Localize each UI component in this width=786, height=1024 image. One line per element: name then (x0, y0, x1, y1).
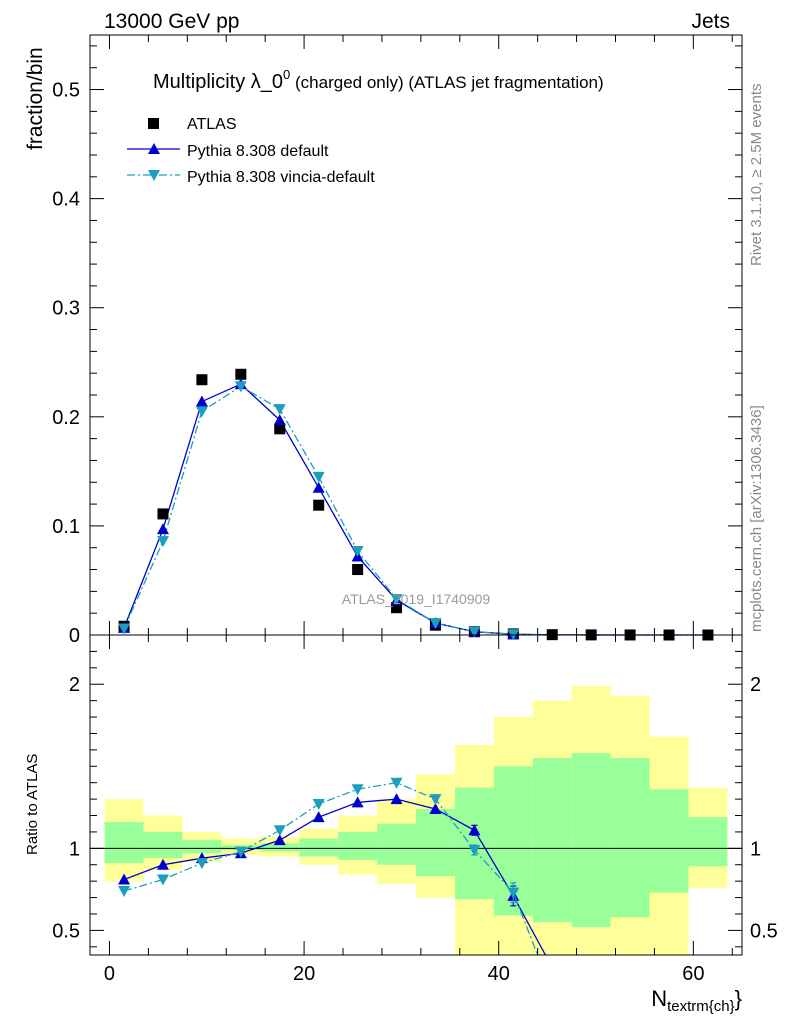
ratio-pythia-point (429, 802, 442, 814)
mcplots-side-label: mcplots.cern.ch [arXiv:1306.3436] (748, 405, 765, 632)
ratio-band-inner (571, 753, 611, 928)
ratio-plot-frame (89, 634, 743, 956)
ratio-band-inner (377, 823, 416, 865)
main-pythia-point (273, 414, 286, 426)
x-axis-label: Ntextrm{ch}} (651, 986, 742, 1015)
ratio-y-tick-label-right: 2 (750, 674, 761, 696)
ratio-pythia-point (156, 858, 169, 870)
rivet-side-label: Rivet 3.1.10, ≥ 2.5M events (748, 84, 765, 267)
main-y-tick-label: 0.1 (52, 516, 80, 538)
ratio-band-inner (610, 758, 650, 918)
ratio-pythia-point (468, 824, 481, 836)
ratio-band-inner (299, 838, 339, 857)
ratio-vincia-point (273, 825, 286, 837)
legend-pythia-label: Pythia 8.308 default (187, 143, 329, 160)
main-atlas-point (235, 368, 247, 380)
x-tick-label: 0 (104, 963, 115, 985)
legend-atlas-label: ATLAS (187, 116, 237, 133)
ratio-vincia-point (507, 887, 520, 899)
ratio-pythia-line (123, 798, 546, 956)
main-y-axis-label: fraction/bin (24, 47, 47, 150)
ratio-vincia-point (390, 777, 403, 789)
plot-title-main: Multiplicity λ_0 (153, 71, 283, 93)
ratio-vincia-point (312, 799, 325, 811)
plot-title-rest: (charged only) (ATLAS jet fragmentation) (290, 73, 603, 92)
main-y-tick-label: 0 (69, 625, 80, 647)
ratio-pythia-point (312, 811, 325, 823)
ratio-vincia-point (156, 874, 169, 886)
ratio-band-inner (649, 789, 689, 893)
main-vincia-point (390, 594, 403, 605)
main-atlas-point (352, 564, 364, 576)
main-vincia-point (429, 618, 442, 629)
ratio-pythia-point (273, 834, 286, 846)
ratio-band-inner (182, 840, 222, 854)
ratio-band-inner (104, 822, 144, 864)
main-pythia-point (312, 481, 325, 493)
x-tick-label: 40 (488, 963, 510, 985)
main-y-tick-label: 0.2 (52, 407, 80, 429)
main-axis-ticks: 0 0.1 0.2 0.3 0.4 0.5 (52, 35, 742, 647)
plot-title-superscript: 0 (283, 67, 290, 82)
x-tick-label: 60 (682, 963, 704, 985)
ratio-pythia-point (390, 793, 403, 805)
ratio-y-tick-label: 0.5 (52, 920, 80, 942)
main-vincia-point (156, 536, 169, 548)
main-vincia-point (234, 381, 247, 393)
ratio-y-axis-label: Ratio to ATLAS (24, 754, 41, 855)
ratio-vincia-point (351, 784, 364, 796)
main-pythia-point (195, 395, 208, 407)
main-pythia-point (156, 523, 169, 535)
ratio-y-tick-label-right: 1 (750, 838, 761, 860)
ratio-pythia-point (351, 796, 364, 808)
ratio-band-inner (454, 787, 494, 900)
main-atlas-point (391, 602, 403, 614)
ratio-vincia-line (123, 782, 539, 956)
main-atlas-point (196, 374, 208, 386)
legend-vincia-label: Pythia 8.308 vincia-default (187, 169, 375, 186)
main-atlas-point (274, 423, 286, 435)
ratio-band-inner (338, 831, 378, 860)
ratio-vincia-point (468, 844, 481, 856)
legend-vincia-marker (148, 170, 160, 181)
x-tick-label: 20 (293, 963, 315, 985)
ratio-band-inner (532, 758, 572, 923)
ratio-plot-panel (90, 685, 742, 956)
legend-pythia-marker (148, 143, 160, 154)
main-atlas-point (313, 499, 325, 511)
ratio-vincia-point (429, 794, 442, 806)
ratio-band-inner (260, 843, 300, 852)
legend-atlas-marker (148, 118, 159, 129)
main-y-tick-label: 0.4 (52, 189, 80, 211)
ratio-pythia-point (118, 873, 131, 885)
ratio-vincia-point (118, 886, 131, 897)
analysis-watermark: ATLAS_2019_I1740909 (342, 591, 491, 607)
ratio-band-inner (143, 831, 183, 859)
main-vincia-point (118, 623, 131, 635)
ratio-vincia-point (195, 858, 208, 870)
x-axis-label-subscript: textrm{ch} (667, 998, 735, 1015)
main-vincia-point (195, 406, 208, 418)
x-axis-label-main: N (651, 986, 667, 1011)
main-vincia-point (312, 471, 325, 483)
ratio-axis-ticks: 0.5 0.51 12 20 20 40 60 (52, 635, 778, 985)
main-atlas-point (157, 508, 169, 520)
ratio-vincia-point (234, 846, 247, 858)
header-energy-label: 13000 GeV pp (104, 10, 239, 33)
ratio-y-tick-label: 2 (69, 674, 80, 696)
main-vincia-point (468, 626, 481, 638)
ratio-y-tick-label-right: 0.5 (750, 920, 778, 942)
legend: ATLAS Pythia 8.308 default Pythia 8.308 … (127, 116, 375, 186)
main-vincia-point (351, 546, 364, 557)
header-jets-label: Jets (691, 10, 730, 33)
ratio-band-inner (688, 817, 728, 867)
main-vincia-point (273, 404, 286, 416)
plot-title: Multiplicity λ_00 (charged only) (ATLAS … (153, 67, 604, 93)
main-y-tick-label: 0.5 (52, 80, 80, 102)
main-y-tick-label: 0.3 (52, 298, 80, 320)
ratio-band-inner (416, 808, 455, 877)
ratio-y-tick-label: 1 (69, 838, 80, 860)
x-axis-label-close: } (735, 986, 742, 1011)
